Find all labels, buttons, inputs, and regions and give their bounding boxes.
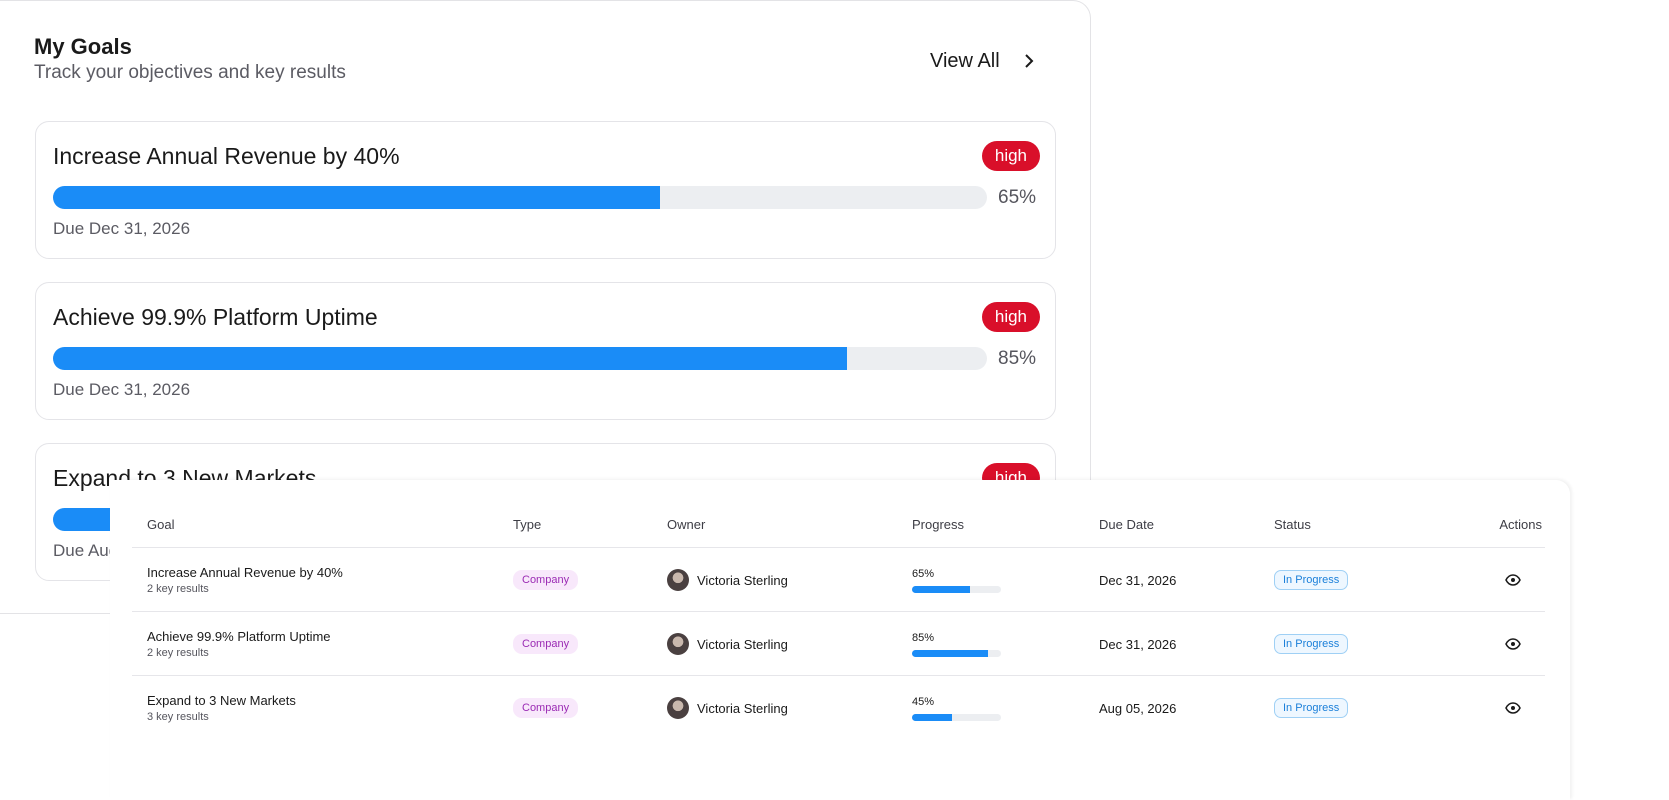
progress-fill bbox=[912, 650, 988, 657]
eye-icon bbox=[1505, 574, 1521, 586]
owner-name: Victoria Sterling bbox=[697, 637, 788, 652]
due-date: Dec 31, 2026 bbox=[1099, 637, 1177, 652]
goal-name: Increase Annual Revenue by 40% bbox=[147, 565, 343, 580]
due-date: Due Dec 31, 2026 bbox=[53, 380, 191, 399]
progress-label: 85% bbox=[998, 348, 1037, 369]
view-action[interactable] bbox=[1505, 701, 1521, 719]
table-row: Achieve 99.9% Platform Uptime 2 key resul… bbox=[132, 611, 1545, 675]
column-header: Owner bbox=[667, 517, 706, 532]
progress-label: 65% bbox=[912, 568, 935, 580]
table-row: Expand to 3 New Markets 3 key results Comp… bbox=[132, 675, 1545, 739]
chevron bbox=[1025, 54, 1034, 68]
priority-badge: high bbox=[981, 141, 1040, 171]
avatar bbox=[667, 633, 689, 655]
goals-table: Goal Type Owner Progress Due Date Status Actio… bbox=[110, 480, 1570, 800]
type-badge: Company bbox=[513, 570, 579, 590]
key-results: 2 key results bbox=[147, 583, 209, 595]
status-badge: In Progress bbox=[1274, 570, 1349, 590]
goal-name: Expand to 3 New Markets bbox=[147, 693, 296, 708]
goal-name: Achieve 99.9% Platform Uptime bbox=[147, 629, 331, 644]
progress-track bbox=[912, 586, 1001, 593]
column-header: Status bbox=[1274, 517, 1311, 532]
view-action[interactable] bbox=[1505, 573, 1521, 591]
progress-track bbox=[912, 714, 1001, 721]
table-row: Increase Annual Revenue by 40% 2 key resu… bbox=[132, 547, 1545, 611]
owner-name: Victoria Sterling bbox=[697, 573, 788, 588]
progress-label: 85% bbox=[912, 632, 935, 644]
status-badge: In Progress bbox=[1274, 634, 1349, 654]
column-header: Type bbox=[513, 517, 542, 532]
goal-title: Increase Annual Revenue by 40% bbox=[53, 143, 400, 169]
view-action[interactable] bbox=[1505, 637, 1521, 655]
avatar bbox=[667, 569, 689, 591]
card-subtitle: Track your objectives and key results bbox=[34, 62, 346, 83]
type-badge: Company bbox=[513, 698, 579, 718]
key-results: 2 key results bbox=[147, 647, 209, 659]
view-all-label: View All bbox=[930, 50, 1000, 72]
progress-track bbox=[53, 186, 987, 209]
card-title: My Goals bbox=[34, 34, 132, 59]
view-all[interactable]: View All bbox=[930, 50, 1034, 73]
key-results: 3 key results bbox=[147, 711, 209, 723]
eye-icon bbox=[1505, 702, 1521, 714]
eye-icon bbox=[1505, 638, 1521, 650]
goal-card: Achieve 99.9% Platform Uptime high 85% Due … bbox=[35, 282, 1056, 420]
column-header: Progress bbox=[912, 517, 965, 532]
column-header: Due Date bbox=[1099, 517, 1154, 532]
column-header: Actions bbox=[1499, 517, 1542, 532]
column-header: Goal bbox=[147, 517, 175, 532]
status-badge: In Progress bbox=[1274, 698, 1349, 718]
goal-title: Achieve 99.9% Platform Uptime bbox=[53, 304, 378, 330]
avatar bbox=[667, 697, 689, 719]
due-date: Due Dec 31, 2026 bbox=[53, 219, 191, 238]
progress-label: 65% bbox=[998, 187, 1037, 208]
progress-fill bbox=[912, 714, 953, 721]
due-date: Aug 05, 2026 bbox=[1099, 701, 1177, 716]
priority-badge: high bbox=[981, 302, 1040, 332]
due-date: Dec 31, 2026 bbox=[1099, 573, 1177, 588]
progress-fill bbox=[53, 347, 847, 370]
owner-name: Victoria Sterling bbox=[697, 701, 788, 716]
progress-label: 45% bbox=[912, 696, 935, 708]
progress-track bbox=[912, 650, 1001, 657]
progress-fill bbox=[53, 186, 661, 209]
type-badge: Company bbox=[513, 634, 579, 654]
progress-fill bbox=[912, 586, 970, 593]
goal-card: Increase Annual Revenue by 40% high 65% Due… bbox=[35, 121, 1056, 259]
progress-track bbox=[53, 347, 987, 370]
